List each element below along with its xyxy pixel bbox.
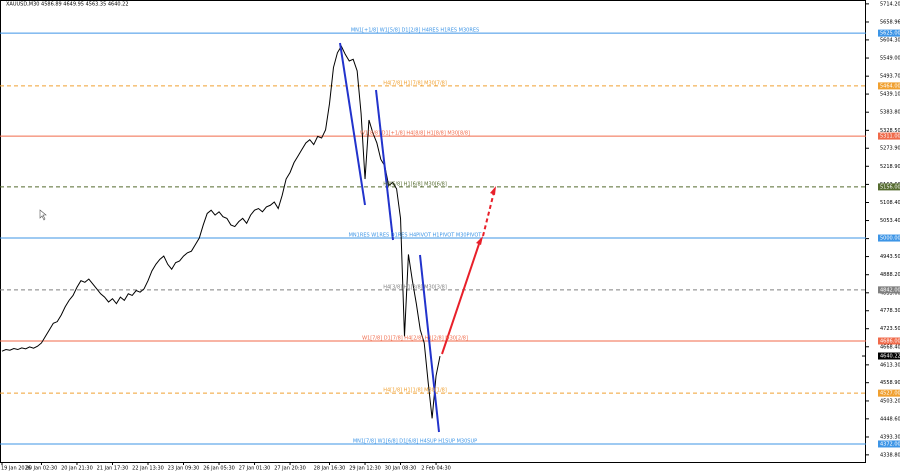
- price-tag: [878, 183, 900, 191]
- y-tick-label: 5714.20: [880, 1, 900, 7]
- level-text: W1[7/8] D1[7/8] H4[2/8] H1[2/8] M30[2/8]: [362, 336, 468, 342]
- trend-line: [375, 89, 394, 241]
- price-tag-label: 5625.00: [880, 31, 900, 37]
- x-tick-label: 27 Jan 20:30: [274, 466, 306, 472]
- y-tick-label: 4888.20: [880, 272, 900, 278]
- price-tag: [878, 389, 900, 397]
- level-text: MN1[7/8] W1[6/8] D1[6/8] H4SUP H1SUP M30…: [353, 438, 477, 444]
- y-tick-label: 4723.50: [880, 326, 900, 332]
- x-tick-label: 23 Jan 09:30: [168, 466, 200, 472]
- x-tick-label: 2 Feb 04:30: [421, 466, 451, 472]
- price-tag: [878, 337, 900, 345]
- x-tick-label: 20 Jan 21:30: [61, 466, 93, 472]
- price-tag: [878, 234, 900, 242]
- x-tick-label: 22 Jan 13:30: [132, 466, 164, 472]
- y-tick-label: 5218.90: [880, 164, 900, 170]
- price-tag: [878, 29, 900, 37]
- arrow-head: [476, 236, 483, 245]
- y-tick-label: 4338.80: [880, 452, 900, 458]
- x-tick-label: 30 Jan 08:30: [385, 466, 417, 472]
- price-tag-label: 5000.00: [880, 236, 900, 242]
- price-tag: [878, 82, 900, 90]
- level-text: H4[7/8] H1[7/8] M30[7/8]: [383, 80, 447, 86]
- price-tag-label: 5464.00: [880, 83, 900, 89]
- y-tick-label: 5439.10: [880, 92, 900, 98]
- y-tick-label: 5108.40: [880, 200, 900, 206]
- price-tag-label: 5156.00: [880, 184, 900, 190]
- level-text: MN1RES W1RES D1RES H4PIVOT H1PIVOT M30PI…: [349, 233, 483, 239]
- y-tick-label: 5549.00: [880, 56, 900, 62]
- drawings: [39, 42, 496, 433]
- y-tick-label: 4943.50: [880, 254, 900, 260]
- y-tick-label: 5658.96: [880, 19, 900, 25]
- y-tick-label: 5053.40: [880, 218, 900, 224]
- x-tick-label: 29 Jan 12:30: [349, 466, 381, 472]
- x-tick-label: 28 Jan 16:30: [314, 466, 346, 472]
- last-price-tag: [878, 352, 900, 360]
- y-tick-label: 4448.60: [880, 416, 900, 422]
- y-tick-label: 4778.30: [880, 308, 900, 314]
- price-tag: [878, 132, 900, 140]
- trend-line: [419, 254, 440, 433]
- forecast-arrow: [441, 243, 480, 355]
- x-tick-label: 20 Jan 02:30: [26, 466, 58, 472]
- price-line: [1, 45, 441, 419]
- price-tag-label: 5311.00: [880, 134, 900, 140]
- chart-title: XAUUSD,M30 4586.89 4649.95 4563.35 4640.…: [6, 2, 129, 8]
- price-tag: [878, 440, 900, 448]
- y-tick-label: 4613.30: [880, 362, 900, 368]
- y-tick-label: 5604.30: [880, 37, 900, 43]
- level-text: MN1[+1/8] W1[5/8] D1[2/8] H4RES H1RES M3…: [351, 28, 479, 34]
- level-text: H4[3/8] H1[3/8] M30[3/8]: [383, 284, 447, 290]
- x-tick-label: 21 Jan 17:30: [97, 466, 129, 472]
- y-tick-label: 5273.90: [880, 146, 900, 152]
- y-tick-label: 4393.30: [880, 434, 900, 440]
- forecast-arrow-dashed: [482, 191, 495, 237]
- price-tag: [878, 286, 900, 294]
- y-tick-label: 4558.90: [880, 380, 900, 386]
- y-tick-label: 4503.20: [880, 398, 900, 404]
- last-price-label: 4640.22: [880, 354, 900, 360]
- y-tick-label: 5383.80: [880, 110, 900, 116]
- y-tick-label: 5493.70: [880, 74, 900, 80]
- level-text: H4[6/8] H1[6/8] M30[6/8]: [383, 181, 447, 187]
- arrow-head: [490, 186, 496, 195]
- trend-line: [339, 42, 366, 206]
- x-tick-label: 19 Jan 2026: [1, 466, 31, 472]
- plot-frame: [0, 0, 866, 463]
- level-text: H4[1/8] H1[1/8] M30[1/8]: [383, 388, 447, 394]
- x-tick-label: 26 Jan 05:30: [203, 466, 235, 472]
- price-tag-label: 4686.00: [880, 339, 900, 345]
- y-tick-label: 5328.50: [880, 128, 900, 134]
- y-tick-label: 4668.40: [880, 344, 900, 350]
- price-tag-label: 4372.00: [880, 441, 900, 447]
- x-tick-label: 27 Jan 01:30: [239, 466, 271, 472]
- level-text: W1[8/8] D1[+1/8] H4[8/8] H1[8/8] M30[8/8…: [360, 131, 470, 137]
- price-tag-label: 4527.00: [880, 391, 900, 397]
- price-tag-label: 4842.00: [880, 287, 900, 293]
- cursor: [39, 209, 47, 221]
